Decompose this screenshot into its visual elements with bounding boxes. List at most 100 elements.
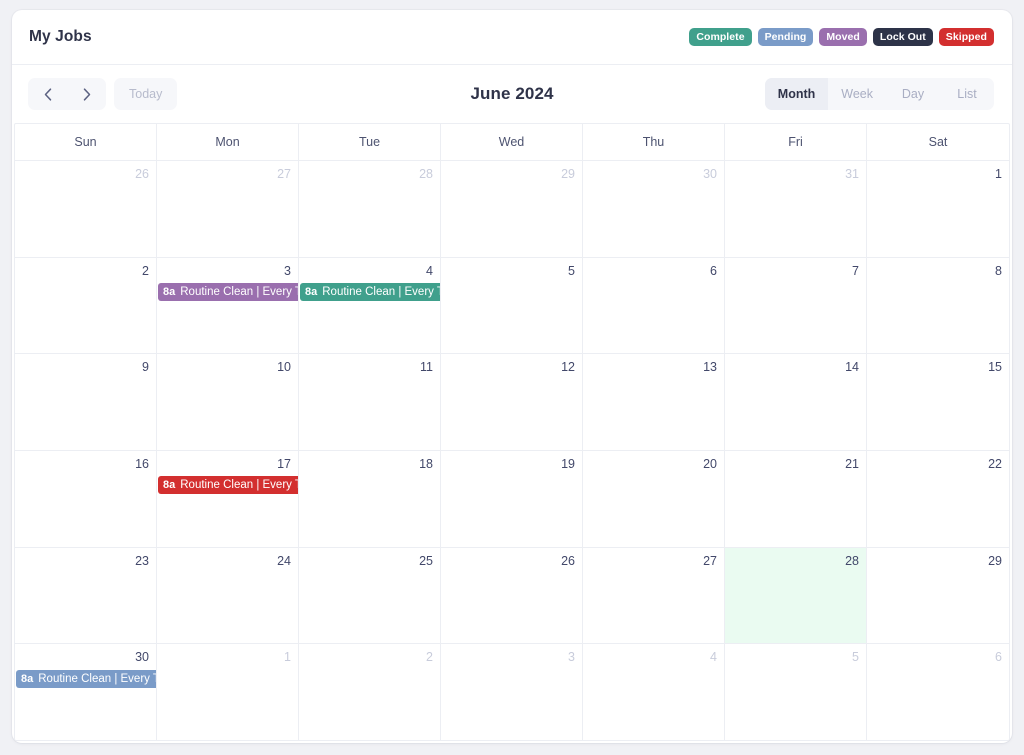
day-number[interactable]: 12 [561, 360, 575, 375]
next-month-button[interactable] [67, 78, 106, 110]
day-number[interactable]: 21 [845, 457, 859, 472]
day-number[interactable]: 25 [419, 553, 433, 568]
day-number[interactable]: 26 [561, 553, 575, 568]
view-button-month[interactable]: Month [764, 78, 829, 110]
day-cell[interactable]: 31 [725, 161, 867, 257]
day-number[interactable]: 1 [284, 650, 291, 665]
day-cell[interactable]: 1 [157, 644, 299, 740]
day-number[interactable]: 1 [995, 167, 1002, 181]
day-number[interactable]: 18 [419, 457, 433, 472]
day-cell[interactable]: 18 [299, 451, 441, 547]
status-badge[interactable]: Complete [689, 27, 752, 47]
day-number[interactable]: 30 [703, 167, 717, 181]
day-cell[interactable]: 14 [725, 354, 867, 451]
day-number[interactable]: 16 [135, 457, 149, 472]
day-number[interactable]: 6 [710, 263, 717, 278]
day-number[interactable]: 15 [988, 360, 1002, 375]
day-cell[interactable]: 10 [157, 354, 299, 451]
day-cell[interactable]: 9 [15, 354, 157, 451]
day-number[interactable]: 2 [142, 263, 149, 278]
day-cell[interactable]: 28 [725, 547, 867, 644]
day-cell[interactable]: 6 [867, 644, 1009, 740]
calendar-event[interactable]: 8a Routine Clean | Every Tw [158, 282, 298, 301]
day-cell[interactable]: 27 [157, 161, 299, 257]
day-number[interactable]: 22 [988, 457, 1002, 472]
day-number[interactable]: 14 [845, 360, 859, 375]
day-cell[interactable]: 5 [441, 257, 583, 354]
day-number[interactable]: 8 [995, 263, 1002, 278]
day-number[interactable]: 29 [561, 167, 575, 181]
day-cell[interactable]: 7 [725, 257, 867, 354]
status-badge[interactable]: Skipped [938, 27, 994, 47]
day-number[interactable]: 30 [135, 650, 149, 665]
day-number[interactable]: 17 [277, 457, 291, 472]
today-button[interactable]: Today [114, 78, 178, 110]
day-cell[interactable]: 30 8a Routine Clean | Every Tw [15, 644, 157, 740]
day-number[interactable]: 28 [845, 553, 859, 568]
day-number[interactable]: 24 [277, 553, 291, 568]
day-cell[interactable]: 24 [157, 547, 299, 644]
day-number[interactable]: 9 [142, 360, 149, 375]
day-cell[interactable]: 3 [441, 644, 583, 740]
day-cell[interactable]: 2 [15, 257, 157, 354]
day-number[interactable]: 27 [277, 167, 291, 181]
day-cell[interactable]: 23 [15, 547, 157, 644]
day-number[interactable]: 6 [995, 650, 1002, 665]
day-cell[interactable]: 5 [725, 644, 867, 740]
day-cell[interactable]: 22 [867, 451, 1009, 547]
day-cell[interactable]: 28 [299, 161, 441, 257]
prev-month-button[interactable] [28, 78, 67, 110]
day-number[interactable]: 2 [426, 650, 433, 665]
day-number[interactable]: 5 [568, 263, 575, 278]
day-cell[interactable]: 1 [867, 161, 1009, 257]
day-number[interactable]: 3 [568, 650, 575, 665]
day-cell[interactable]: 13 [583, 354, 725, 451]
day-number[interactable]: 20 [703, 457, 717, 472]
day-number[interactable]: 23 [135, 553, 149, 568]
day-cell[interactable]: 19 [441, 451, 583, 547]
day-number[interactable]: 5 [852, 650, 859, 665]
view-button-list[interactable]: List [940, 78, 994, 110]
day-number[interactable]: 3 [284, 263, 291, 278]
day-cell[interactable]: 4 [583, 644, 725, 740]
day-number[interactable]: 28 [419, 167, 433, 181]
day-cell[interactable]: 2 [299, 644, 441, 740]
day-cell[interactable]: 12 [441, 354, 583, 451]
day-cell[interactable]: 11 [299, 354, 441, 451]
day-cell[interactable]: 16 [15, 451, 157, 547]
day-cell[interactable]: 21 [725, 451, 867, 547]
day-number[interactable]: 13 [703, 360, 717, 375]
status-badge[interactable]: Pending [757, 27, 814, 47]
day-cell[interactable]: 8 [867, 258, 1009, 354]
day-cell[interactable]: 15 [867, 354, 1009, 450]
status-badge[interactable]: Lock Out [872, 27, 933, 47]
day-number[interactable]: 10 [277, 360, 291, 375]
day-cell[interactable]: 27 [583, 547, 725, 644]
calendar-event[interactable]: 8a Routine Clean | Every Tw [158, 476, 298, 495]
day-number[interactable]: 7 [852, 263, 859, 278]
day-cell[interactable]: 29 [867, 548, 1009, 644]
day-cell[interactable]: 20 [583, 451, 725, 547]
day-number[interactable]: 29 [988, 553, 1002, 568]
day-cell[interactable]: 3 8a Routine Clean | Every Tw [157, 257, 299, 354]
day-number[interactable]: 4 [426, 263, 433, 278]
view-button-week[interactable]: Week [828, 78, 886, 110]
day-number[interactable]: 27 [703, 553, 717, 568]
day-number[interactable]: 26 [135, 167, 149, 181]
day-cell[interactable]: 26 [15, 161, 157, 257]
day-number[interactable]: 31 [845, 167, 859, 181]
view-button-day[interactable]: Day [886, 78, 940, 110]
day-number[interactable]: 11 [420, 360, 433, 375]
day-cell[interactable]: 6 [583, 257, 725, 354]
calendar-event[interactable]: 8a Routine Clean | Every Tw [16, 669, 156, 688]
status-badge[interactable]: Moved [819, 27, 867, 47]
day-cell[interactable]: 29 [441, 161, 583, 257]
day-number[interactable]: 4 [710, 650, 717, 665]
day-cell[interactable]: 17 8a Routine Clean | Every Tw [157, 451, 299, 547]
day-cell[interactable]: 25 [299, 547, 441, 644]
day-cell[interactable]: 30 [583, 161, 725, 257]
day-cell[interactable]: 26 [441, 547, 583, 644]
calendar-event[interactable]: 8a Routine Clean | Every Tw [300, 282, 440, 301]
day-cell[interactable]: 4 8a Routine Clean | Every Tw [299, 257, 441, 354]
day-number[interactable]: 19 [561, 457, 575, 472]
